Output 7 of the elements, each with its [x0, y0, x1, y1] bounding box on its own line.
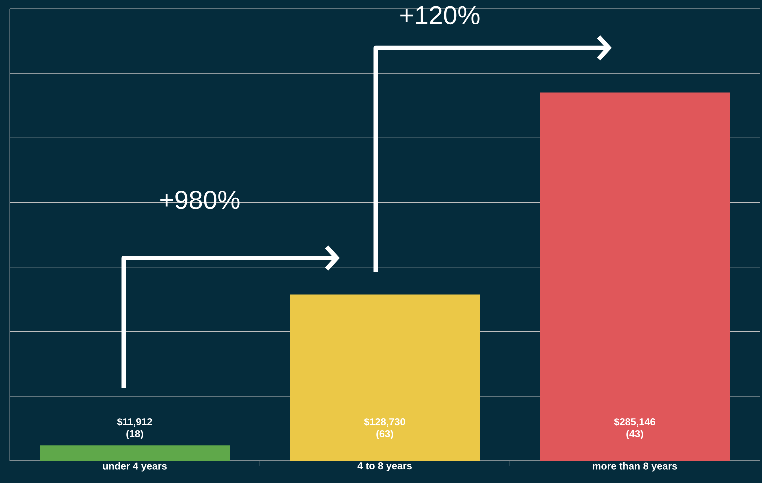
- x-tick-label: 4 to 8 years: [358, 462, 412, 472]
- x-tick-label: more than 8 years: [593, 462, 678, 472]
- data-label: $11,912 (18): [117, 418, 152, 440]
- data-label: $128,730 (63): [364, 418, 406, 440]
- data-label: $285,146 (43): [614, 418, 656, 440]
- annotation: +120%: [400, 6, 480, 25]
- x-tick-label: under 4 years: [103, 462, 167, 472]
